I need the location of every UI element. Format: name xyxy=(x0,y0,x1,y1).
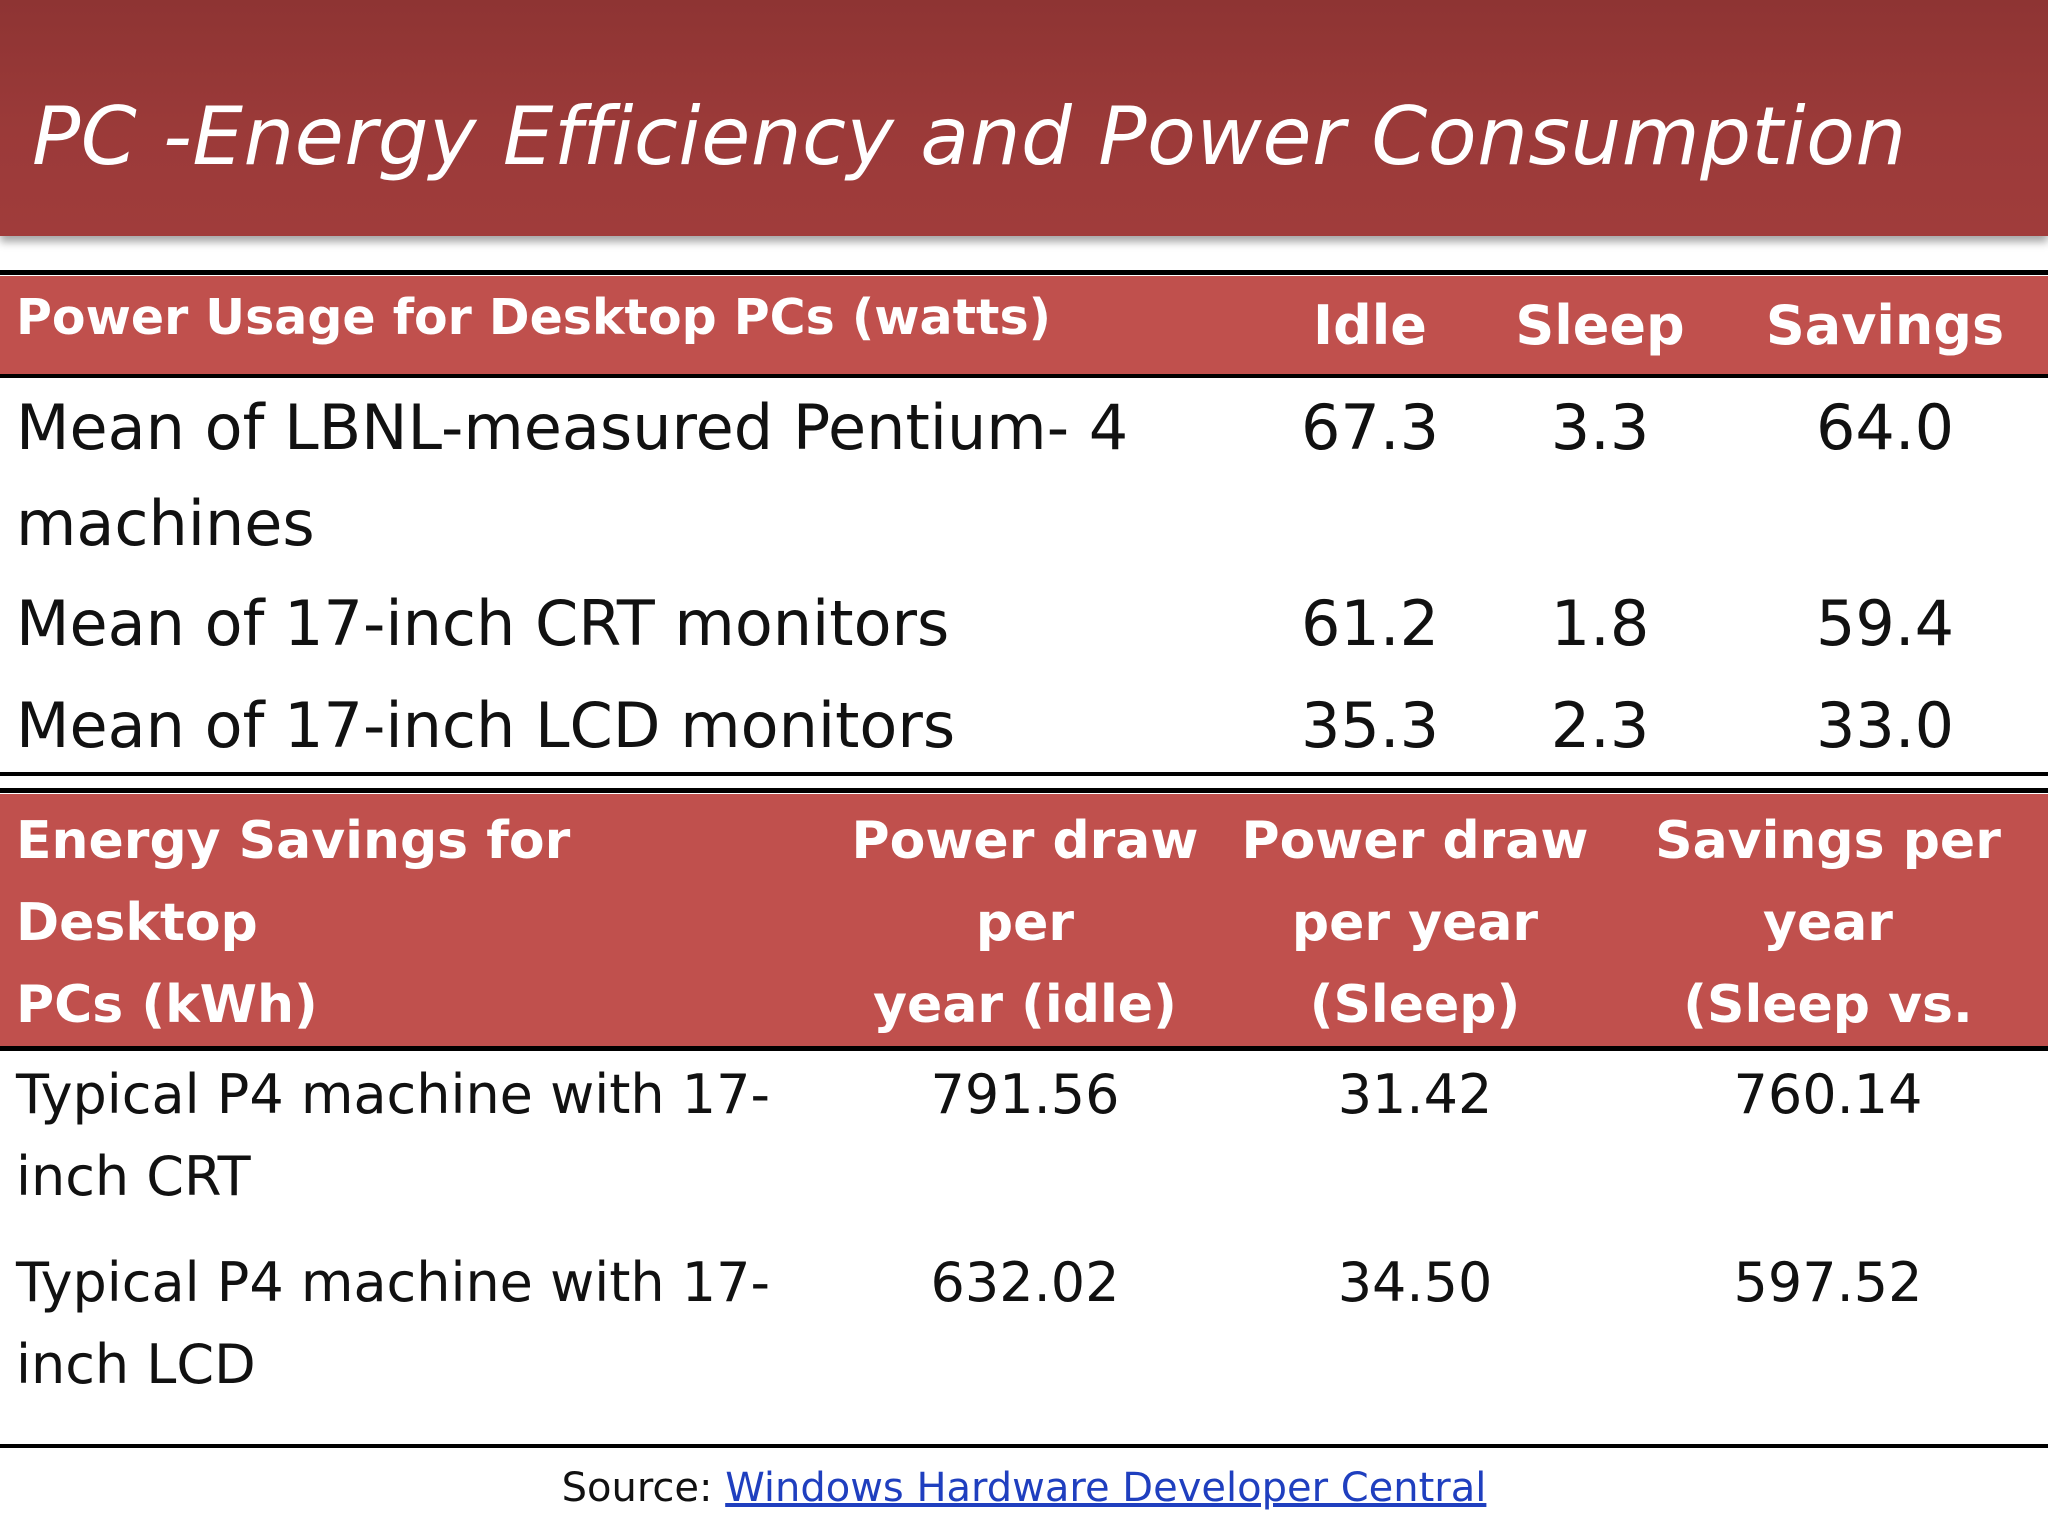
row-label-line: inch CRT xyxy=(16,1145,251,1208)
row-savings-value: 597.52 xyxy=(1733,1251,1923,1314)
power-usage-header-label: Power Usage for Desktop PCs (watts) xyxy=(16,289,1052,346)
row-savings-value: 33.0 xyxy=(1815,689,1955,762)
energy-header-idle-line: Power draw xyxy=(851,811,1199,871)
table-rule xyxy=(0,270,2048,275)
energy-header-sleep-line: per year xyxy=(1291,893,1539,953)
row-label-continued: machines xyxy=(16,487,315,560)
energy-header-savings-line: (Sleep vs. idle) xyxy=(1683,975,1973,1117)
source-prefix: Source: xyxy=(561,1465,726,1511)
energy-header-label-line: PCs (kWh) xyxy=(16,975,318,1035)
energy-header-label: Energy Savings for Desktop PCs (kWh) xyxy=(16,800,816,1046)
row-sleep-value: 2.3 xyxy=(1550,689,1650,762)
table-rule xyxy=(0,772,2048,776)
row-sleep-value: 1.8 xyxy=(1550,587,1650,660)
slide-title: PC -Energy Efficiency and Power Consumpt… xyxy=(32,90,1907,183)
energy-header-sleep: Power draw per year (Sleep) xyxy=(1230,800,1600,1046)
power-usage-header-savings: Savings xyxy=(1765,294,2005,357)
energy-header-savings-line: year xyxy=(1763,893,1893,953)
table-rule xyxy=(0,788,2048,793)
row-label-line: inch LCD xyxy=(16,1333,256,1396)
row-label: Typical P4 machine with 17- inch LCD xyxy=(16,1242,836,1406)
table-rule xyxy=(0,374,2048,378)
row-savings-value: 64.0 xyxy=(1815,391,1955,464)
source-link[interactable]: Windows Hardware Developer Central xyxy=(725,1465,1487,1511)
power-usage-header-sleep: Sleep xyxy=(1515,294,1685,357)
energy-header-savings-line: Savings per xyxy=(1655,811,2001,871)
row-idle-value: 35.3 xyxy=(1300,689,1440,762)
row-idle-value: 791.56 xyxy=(930,1063,1120,1126)
row-idle-value: 61.2 xyxy=(1300,587,1440,660)
row-idle-value: 67.3 xyxy=(1300,391,1440,464)
table-rule xyxy=(0,1444,2048,1448)
energy-header-sleep-line: Power draw xyxy=(1241,811,1589,871)
source-citation: Source: Windows Hardware Developer Centr… xyxy=(0,1458,2048,1518)
row-label-line: Typical P4 machine with 17- xyxy=(16,1251,770,1314)
row-label: Typical P4 machine with 17- inch CRT xyxy=(16,1054,836,1218)
row-sleep-value: 34.50 xyxy=(1337,1251,1493,1314)
row-label-line: Typical P4 machine with 17- xyxy=(16,1063,770,1126)
title-bar: PC -Energy Efficiency and Power Consumpt… xyxy=(0,0,2048,236)
row-sleep-value: 31.42 xyxy=(1337,1063,1493,1126)
energy-header-idle: Power draw per year (idle) xyxy=(840,800,1210,1046)
energy-header-sleep-line: (Sleep) xyxy=(1309,975,1521,1035)
row-savings-value: 59.4 xyxy=(1815,587,1955,660)
energy-header-idle-line: per xyxy=(975,893,1075,953)
energy-header-savings: Savings per year (Sleep vs. idle) xyxy=(1610,800,2046,1128)
row-idle-value: 632.02 xyxy=(930,1251,1120,1314)
table-header-band xyxy=(0,276,2048,374)
table-rule xyxy=(0,1046,2048,1051)
row-savings-value: 760.14 xyxy=(1733,1063,1923,1126)
row-label: Mean of 17-inch LCD monitors xyxy=(16,689,956,762)
energy-header-label-line: Energy Savings for Desktop xyxy=(16,811,571,953)
row-label: Mean of 17-inch CRT monitors xyxy=(16,587,950,660)
row-sleep-value: 3.3 xyxy=(1550,391,1650,464)
row-label: Mean of LBNL-measured Pentium- 4 xyxy=(16,391,1129,464)
power-usage-header-idle: Idle xyxy=(1313,294,1427,357)
table-header-band xyxy=(0,794,2048,1046)
energy-header-idle-line: year (idle) xyxy=(873,975,1177,1035)
